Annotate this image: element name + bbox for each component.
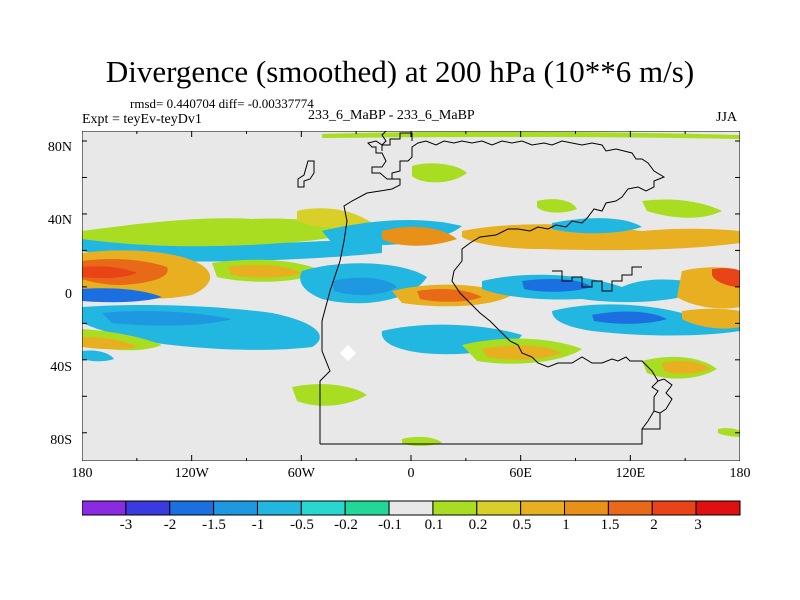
colorbar-label: -0.5 (290, 517, 314, 533)
contour-s-orange-4 (662, 361, 710, 374)
colorbar-box (82, 500, 127, 516)
colorbar-label: -0.2 (334, 517, 358, 533)
contour-eq-blue-c2 (332, 277, 397, 296)
contour-eq-red-e (712, 268, 740, 287)
contour-s-orange-1 (82, 337, 137, 350)
landmass-detail-2 (552, 266, 642, 292)
colorbar-box (432, 500, 478, 516)
colorbar-label: -1 (251, 517, 265, 533)
contour-n-green-3 (412, 163, 467, 183)
colorbar-label: 0.2 (468, 517, 488, 533)
continent-outline (297, 131, 673, 445)
contour-n-green-1 (82, 218, 362, 249)
x-tick-120w: 120W (174, 466, 209, 481)
x-tick-60e: 60E (509, 466, 532, 481)
y-tick-80s: 80S (50, 433, 72, 448)
colorbar-label: 2 (650, 517, 658, 533)
landmass-east (320, 140, 666, 445)
y-tick-0: 0 (65, 287, 72, 302)
contour-eq-orange-w (227, 265, 302, 278)
axis-tick-marks (82, 131, 740, 461)
colorbar-label: -0.1 (378, 517, 402, 533)
landmass-detail-1 (381, 132, 413, 151)
colorbar-box (607, 500, 653, 516)
contour-eq-blue-w (82, 288, 162, 303)
contour-eq-blue-e2 (522, 279, 592, 292)
colorbar-box (520, 500, 566, 516)
colorbar-box (256, 500, 302, 516)
colorbar-box (564, 500, 609, 516)
contour-s-blue-6 (82, 350, 114, 362)
colorbar-box (476, 500, 522, 516)
x-tick-60w: 60W (287, 466, 315, 481)
colorbar-label: 1 (562, 517, 570, 533)
colorbar-label: 3 (694, 517, 702, 533)
x-tick-120e: 120E (615, 466, 646, 481)
colorbar-label: -3 (119, 517, 133, 533)
rmsd-diff-stats: rmsd= 0.440704 diff= -0.00337774 (130, 96, 314, 111)
contour-n-green-4 (642, 199, 722, 218)
contour-s-orange-3 (682, 308, 740, 329)
contour-n-green-5 (537, 199, 577, 213)
colorbar (82, 500, 741, 516)
contour-eq-red-2 (82, 266, 137, 279)
contour-fields (82, 131, 740, 446)
y-tick-80n: 80N (47, 140, 72, 155)
colorbar-box (125, 500, 171, 516)
y-tick-40n: 40N (47, 213, 72, 228)
colorbar-box (213, 500, 258, 516)
runs-label: 233_6_MaBP - 233_6_MaBP (308, 108, 475, 123)
x-tick-180-right: 180 (729, 466, 751, 481)
colorbar-box (651, 500, 697, 516)
y-tick-40s: 40S (50, 360, 72, 375)
colorbar-label: 1.5 (600, 517, 620, 533)
contour-n-green-2 (297, 208, 372, 229)
colorbar-label: -2 (163, 517, 177, 533)
contour-n-red-1 (382, 226, 457, 246)
colorbar-box (344, 500, 390, 516)
contour-arctic (322, 131, 740, 139)
contour-s-blue-5 (592, 311, 667, 324)
colorbar-label: -1.5 (202, 517, 226, 533)
colorbar-box (388, 500, 434, 516)
contour-s-blue-2 (102, 311, 232, 326)
contour-s-white-diamond (340, 345, 356, 361)
experiment-label: Expt = teyEv-teyDv1 (82, 112, 202, 127)
colorbar-box (695, 500, 741, 516)
contour-s-green-6 (718, 428, 740, 437)
colorbar-label: 0.1 (424, 517, 444, 533)
landmass-east-2 (642, 378, 673, 430)
season-label: JJA (716, 110, 738, 125)
divergence-map (82, 131, 740, 461)
contour-s-green-3 (292, 384, 367, 406)
x-tick-0: 0 (407, 466, 415, 481)
colorbar-box (169, 500, 215, 516)
x-tick-180-left: 180 (71, 466, 93, 481)
figure-title: Divergence (smoothed) at 200 hPa (10**6 … (105, 54, 695, 89)
colorbar-box (300, 500, 346, 516)
landmass-west (297, 131, 401, 444)
colorbar-label: 0.5 (512, 517, 532, 533)
